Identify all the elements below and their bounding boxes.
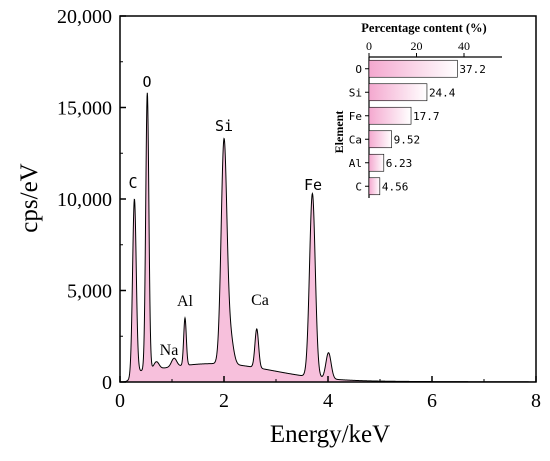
inset-axes: 0 20 40 (366, 39, 502, 198)
inset-x-tick-label: 20 (411, 39, 423, 53)
inset-category-label: Si (349, 86, 362, 99)
y-tick-label: 5,000 (67, 281, 112, 303)
spectrum-area (120, 92, 536, 382)
peak-labels: C O Na Al Si Ca Fe (128, 73, 322, 359)
inset-bar-c (368, 177, 381, 196)
y-tick-label: 20,000 (57, 6, 112, 28)
y-tick-label: 0 (102, 372, 112, 394)
peak-label-fe: Fe (304, 176, 322, 194)
inset-x-tick-label: 0 (366, 39, 372, 53)
inset-bar-al (368, 153, 385, 172)
inset-category-label: Ca (349, 133, 362, 146)
inset-bar-chart: Percentage content (%) Element 0 20 40 O 37… (332, 21, 502, 198)
x-tick-label: 2 (219, 390, 229, 412)
inset-bar-fe (368, 106, 412, 125)
inset-title: Percentage content (%) (361, 21, 486, 35)
inset-value-label: 4.56 (382, 180, 409, 193)
peak-label-ca: Ca (251, 292, 269, 309)
y-axis-title: cps/eV (16, 163, 43, 232)
y-tick-label: 10,000 (57, 189, 112, 211)
inset-category-label: C (355, 180, 362, 193)
main-axes: 0 2 4 6 8 0 5,000 10,000 15,000 20,000 (57, 6, 541, 412)
peak-label-si: Si (215, 117, 233, 135)
inset-value-label: 24.4 (429, 86, 456, 99)
inset-value-label: 9.52 (394, 133, 421, 146)
peak-label-o: O (142, 73, 151, 91)
inset-value-label: 37.2 (459, 63, 486, 76)
inset-category-label: Fe (349, 110, 362, 123)
x-tick-label: 8 (531, 390, 541, 412)
inset-x-tick-label: 40 (458, 39, 470, 53)
inset-y-axis-title: Element (332, 111, 346, 154)
inset-category-label: Al (349, 157, 362, 170)
peak-label-al: Al (177, 293, 194, 310)
x-axis-title: Energy/keV (270, 421, 390, 448)
inset-category-label: O (355, 63, 362, 76)
inset-value-label: 17.7 (413, 110, 440, 123)
inset-bar-ca (368, 130, 392, 149)
inset-bar-o (368, 59, 458, 78)
y-tick-label: 15,000 (57, 98, 112, 120)
inset-bars: O 37.2 Si 24.4 Fe 17.7 Ca 9.52 Al 6.23 C 4.56 (349, 59, 486, 196)
inset-value-label: 6.23 (386, 157, 413, 170)
spectrum-line (120, 92, 536, 383)
peak-label-c: C (128, 174, 137, 192)
x-tick-label: 0 (115, 390, 125, 412)
x-tick-label: 6 (427, 390, 437, 412)
inset-bar-si (368, 83, 428, 102)
x-tick-label: 4 (323, 390, 333, 412)
peak-label-na: Na (160, 342, 179, 359)
